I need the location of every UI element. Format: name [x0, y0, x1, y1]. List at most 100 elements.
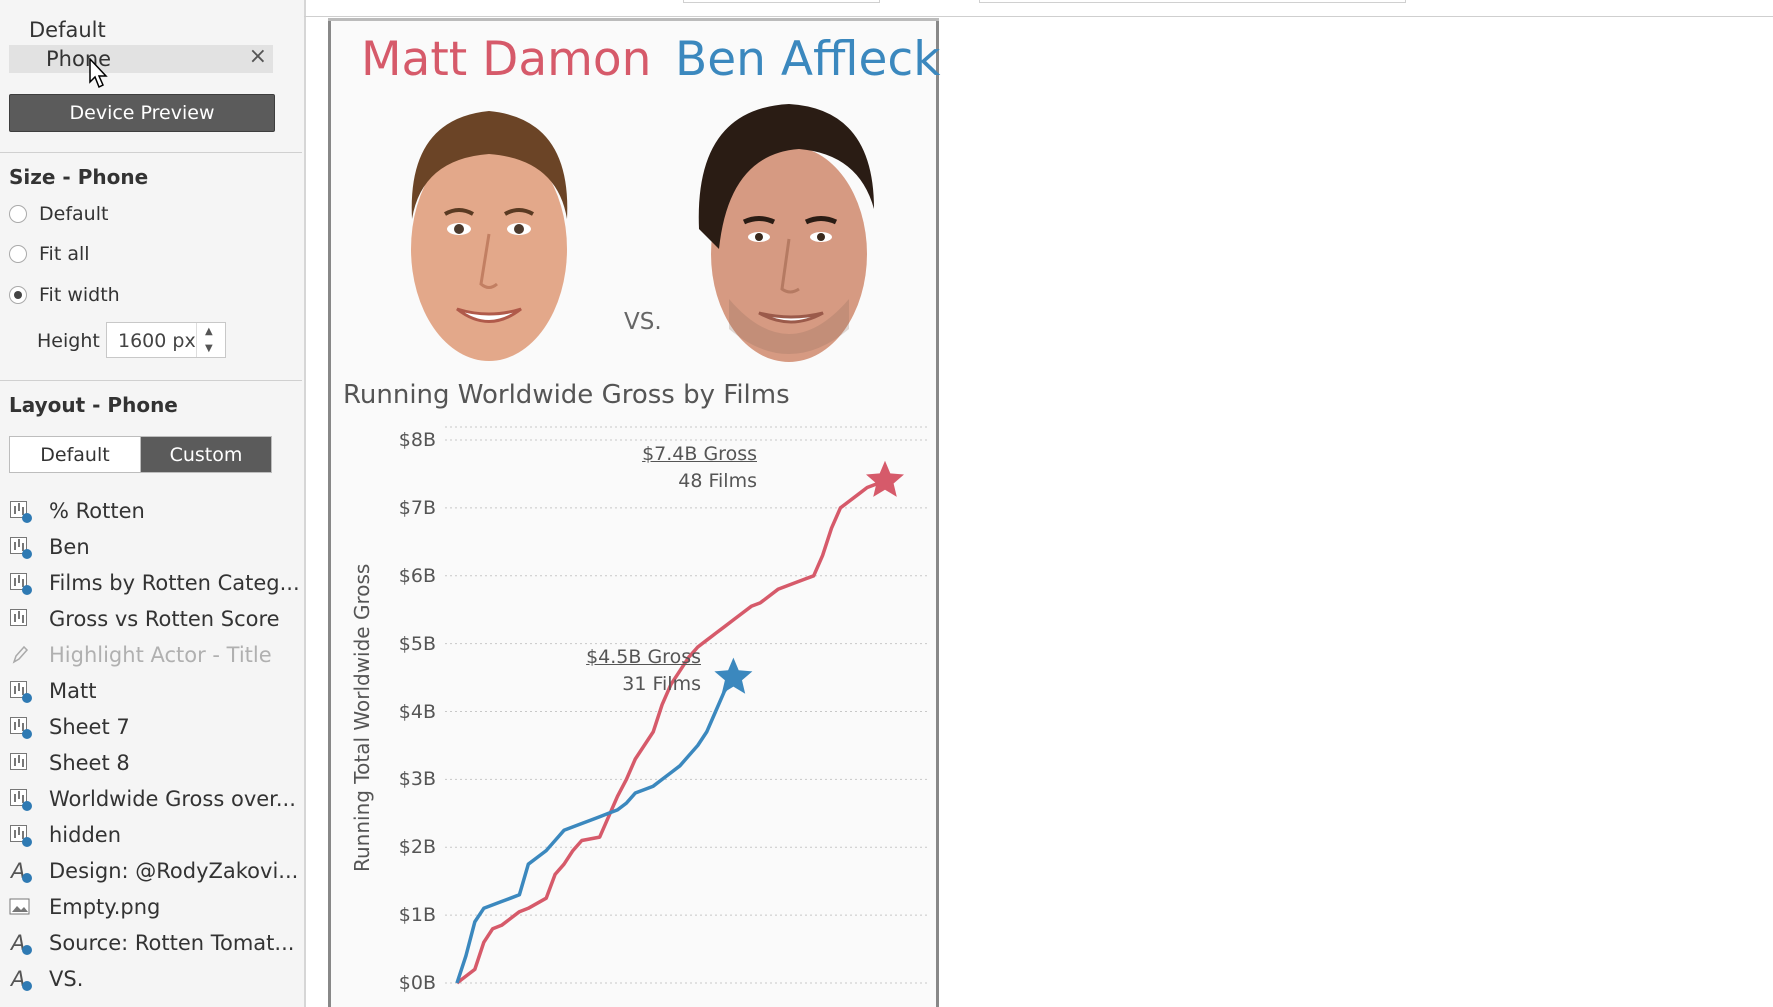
radio-button-selected[interactable] [9, 286, 27, 304]
layout-item-label: Worldwide Gross over... [49, 787, 296, 811]
title-matt-damon: Matt Damon [361, 32, 652, 87]
device-default-item[interactable]: Default [29, 18, 106, 42]
radio-label: Fit all [39, 243, 90, 265]
y-tick-label: $3B [398, 768, 436, 791]
annotation-ben-gross[interactable]: $4.5B Gross [586, 646, 701, 668]
toolbar-control[interactable] [979, 0, 1406, 3]
radio-label: Fit width [39, 284, 120, 306]
layout-item[interactable]: Sheet 7 [9, 712, 299, 742]
layout-item[interactable]: A Design: @RodyZakovi... [9, 856, 299, 886]
sheet-check-icon [9, 824, 32, 847]
layout-item[interactable]: Gross vs Rotten Score [9, 604, 299, 634]
layout-item[interactable]: A Source: Rotten Tomat... [9, 928, 299, 958]
annotation-matt-films: 48 Films [678, 470, 757, 492]
height-value[interactable]: 1600 px [118, 330, 196, 352]
layout-item[interactable]: Ben [9, 532, 299, 562]
sheet-check-icon [9, 572, 32, 595]
divider [0, 380, 302, 381]
layout-item[interactable]: Highlight Actor - Title [9, 640, 299, 670]
layout-item[interactable]: Empty.png [9, 892, 299, 922]
radio-size-fit-width[interactable]: Fit width [9, 282, 120, 308]
layout-item-label: Empty.png [49, 895, 161, 919]
tab-default[interactable]: Default [10, 437, 141, 472]
divider [0, 152, 302, 153]
y-tick-label: $8B [398, 429, 436, 451]
y-tick-label: $6B [398, 564, 436, 587]
matt-damon-photo [411, 111, 568, 361]
chevron-up-icon[interactable]: ▲ [205, 326, 213, 337]
sheet-icon [9, 752, 31, 774]
vs-label: VS. [624, 309, 662, 335]
sheet-check-icon [9, 788, 32, 811]
toolbar-control[interactable] [683, 0, 880, 3]
y-tick-label: $7B [398, 496, 436, 519]
stepper-spin[interactable]: ▲ ▼ [196, 323, 225, 357]
pencil-icon [9, 644, 31, 666]
layout-item-label: Design: @RodyZakovi... [49, 859, 299, 883]
size-section-title: Size - Phone [9, 165, 149, 189]
title-ben-affleck: Ben Affleck [675, 32, 941, 87]
layout-item[interactable]: % Rotten [9, 496, 299, 526]
layout-item-label: hidden [49, 823, 122, 847]
layout-item-label: Gross vs Rotten Score [49, 607, 280, 631]
image-icon [9, 896, 31, 918]
layout-tabs: Default Custom [9, 436, 272, 473]
series-line-matt[interactable] [455, 479, 886, 985]
sheet-check-icon [9, 536, 32, 559]
layout-item-label: Sheet 7 [49, 715, 130, 739]
layout-item-label: % Rotten [49, 499, 145, 523]
layout-item[interactable]: hidden [9, 820, 299, 850]
star-marker-ben[interactable] [714, 657, 753, 694]
annotation-ben: $4.5B Gross 31 Films [586, 646, 701, 695]
layout-item-label: Sheet 8 [49, 751, 130, 775]
radio-button[interactable] [9, 205, 27, 223]
layout-item[interactable]: Sheet 8 [9, 748, 299, 778]
layout-item[interactable]: Films by Rotten Categ... [9, 568, 300, 598]
layout-item[interactable]: A VS. [9, 964, 299, 994]
chart-title: Running Worldwide Gross by Films [343, 380, 790, 410]
radio-size-default[interactable]: Default [9, 201, 108, 227]
text-check-icon: A [9, 859, 32, 883]
close-icon[interactable]: × [248, 44, 267, 69]
dashboard-top-border [328, 18, 939, 21]
layout-item[interactable]: Worldwide Gross over... [9, 784, 299, 814]
layout-section-title: Layout - Phone [9, 393, 178, 417]
y-tick-label: $0B [398, 972, 436, 994]
radio-size-fit-all[interactable]: Fit all [9, 241, 90, 267]
y-tick-label: $4B [398, 700, 436, 723]
radio-label: Default [39, 203, 109, 225]
y-tick-label: $1B [398, 904, 436, 927]
layout-item-label: Source: Rotten Tomat... [49, 931, 295, 955]
y-tick-label: $5B [398, 632, 436, 655]
ben-affleck-photo [698, 104, 874, 362]
layout-item-label: Ben [49, 535, 90, 559]
layout-item[interactable]: Matt [9, 676, 299, 706]
sheet-check-icon [9, 500, 32, 523]
star-marker-matt[interactable] [866, 460, 904, 497]
sheet-check-icon [9, 680, 32, 703]
layout-item-label: VS. [49, 967, 84, 991]
device-phone-label: Phone [46, 47, 112, 71]
left-panel: Default Phone × Device Preview Size - Ph… [0, 0, 306, 1007]
layout-item-label: Highlight Actor - Title [49, 643, 272, 667]
top-divider [304, 16, 1773, 17]
mouse-cursor-icon [89, 58, 108, 89]
radio-button[interactable] [9, 245, 27, 263]
series-line-ben[interactable] [455, 676, 735, 984]
device-phone-item[interactable]: Phone × [9, 44, 273, 73]
height-label: Height [37, 330, 100, 352]
sheet-check-icon [9, 716, 32, 739]
sheet-icon [9, 608, 31, 630]
chevron-down-icon[interactable]: ▼ [205, 343, 213, 354]
tab-custom[interactable]: Custom [141, 437, 271, 472]
text-check-icon: A [9, 967, 32, 991]
annotation-matt: $7.4B Gross 48 Films [642, 443, 757, 492]
text-check-icon: A [9, 931, 32, 955]
annotation-matt-gross[interactable]: $7.4B Gross [642, 443, 757, 465]
annotation-ben-films: 31 Films [622, 673, 701, 695]
height-stepper[interactable]: 1600 px ▲ ▼ [106, 322, 226, 358]
device-preview-button[interactable]: Device Preview [9, 94, 275, 132]
layout-item-label: Matt [49, 679, 97, 703]
layout-item-label: Films by Rotten Categ... [49, 571, 300, 595]
